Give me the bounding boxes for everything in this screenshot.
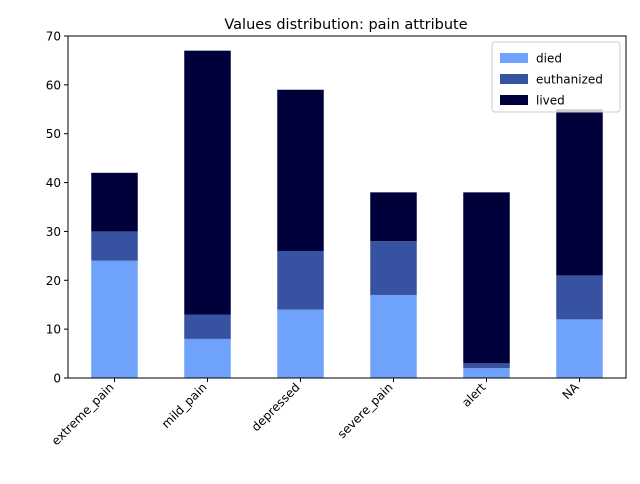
x-tick-label: alert (459, 380, 489, 410)
y-tick-label: 70 (46, 30, 61, 44)
x-tick-label: mild_pain (159, 380, 210, 431)
bar-lived-NA (556, 109, 603, 276)
chart-title: Values distribution: pain attribute (224, 17, 467, 33)
legend: died euthanized lived (491, 41, 621, 113)
y-tick-label: 60 (46, 78, 61, 92)
y-tick-label: 0 (53, 372, 61, 386)
x-tick-label: NA (560, 380, 583, 403)
bar-died-extreme_pain (91, 260, 138, 378)
bar-lived-extreme_pain (91, 172, 138, 232)
y-tick-label: 10 (46, 323, 61, 337)
y-axis: 0 10 20 30 40 50 60 70 (46, 30, 68, 386)
bar-died-severe_pain (370, 294, 417, 378)
y-tick-label: 30 (46, 225, 61, 239)
legend-label-died: died (536, 52, 562, 66)
y-tick-label: 50 (46, 127, 61, 141)
legend-swatch-lived (500, 95, 528, 105)
bar-died-depressed (277, 309, 324, 378)
bar-euthanized-severe_pain (370, 241, 417, 295)
bar-died-NA (556, 319, 603, 378)
legend-swatch-died (500, 53, 528, 63)
bar-euthanized-NA (556, 275, 603, 320)
bar-euthanized-extreme_pain (91, 231, 138, 261)
bar-lived-alert (463, 192, 510, 364)
y-tick-label: 40 (46, 176, 61, 190)
x-tick-label: depressed (249, 380, 303, 434)
bar-lived-depressed (277, 89, 324, 251)
plot-frame (67, 35, 627, 379)
bar-died-mild_pain (184, 338, 231, 378)
bar-euthanized-depressed (277, 250, 324, 310)
legend-label-euthanized: euthanized (536, 73, 603, 87)
bar-euthanized-mild_pain (184, 314, 231, 339)
y-tick-label: 20 (46, 274, 61, 288)
x-tick-label: extreme_pain (49, 380, 117, 448)
legend-label-lived: lived (536, 94, 565, 108)
bar-died-alert (463, 368, 510, 378)
x-tick-label: severe_pain (335, 380, 396, 441)
bar-euthanized-alert (463, 363, 510, 369)
bars-group (91, 50, 603, 378)
legend-swatch-euthanized (500, 74, 528, 84)
bar-lived-mild_pain (184, 50, 231, 315)
bar-lived-severe_pain (370, 192, 417, 242)
x-axis: extreme_pain mild_pain depressed severe_pai… (49, 378, 582, 448)
